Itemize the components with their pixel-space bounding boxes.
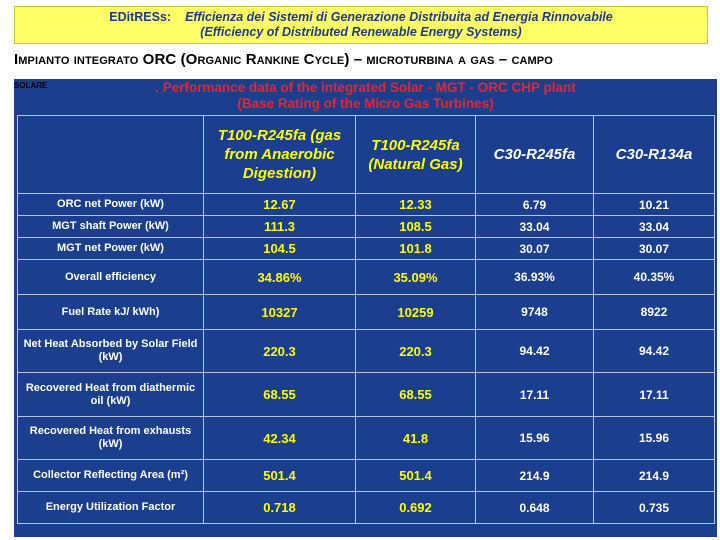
table-caption-line-1: . Performance data of the integrated Sol… — [14, 80, 717, 96]
header-corner — [17, 115, 204, 194]
row-label: MGT net Power (kW) — [17, 237, 204, 260]
banner-title-italian: Efficienza dei Sistemi di Generazione Di… — [185, 10, 613, 24]
cell-value: 30.07 — [475, 237, 594, 260]
cell-value: 101.8 — [355, 237, 476, 260]
cell-value: 94.42 — [593, 329, 715, 373]
cell-value: 30.07 — [593, 237, 715, 260]
table-row: Overall efficiency 34.86% 35.09% 36.93% … — [17, 259, 715, 295]
cell-value: 501.4 — [203, 459, 356, 492]
banner-title-english: (Efficiency of Distributed Renewable Ene… — [200, 25, 522, 39]
cell-value: 68.55 — [203, 372, 356, 417]
slide-title-line-2-wrap: solare — [14, 77, 47, 91]
table-row: Recovered Heat from diathermic oil (kW) … — [17, 372, 715, 417]
cell-value: 220.3 — [203, 329, 356, 373]
cell-value: 33.04 — [475, 215, 594, 238]
cell-value: 12.33 — [355, 193, 476, 216]
table-row: Net Heat Absorbed by Solar Field (kW) 22… — [17, 329, 715, 373]
cell-value: 15.96 — [475, 416, 594, 460]
slide-title: Impianto integrato ORC (Organic Rankine … — [14, 51, 714, 68]
caption-title: Performance data of the integrated Solar… — [162, 80, 576, 95]
table-caption: . Performance data of the integrated Sol… — [14, 79, 717, 116]
cell-value: 17.11 — [475, 372, 594, 417]
cell-value: 0.648 — [475, 491, 594, 524]
column-header: T100-R245fa (Natural Gas) — [355, 115, 476, 194]
cell-value: 214.9 — [475, 459, 594, 492]
table-row: Collector Reflecting Area (m²) 501.4 501… — [17, 459, 715, 492]
table-row: MGT net Power (kW) 104.5 101.8 30.07 30.… — [17, 237, 715, 260]
cell-value: 111.3 — [203, 215, 356, 238]
row-label: ORC net Power (kW) — [17, 193, 204, 216]
cell-value: 40.35% — [593, 259, 715, 295]
slide-title-line-2: solare — [14, 77, 48, 91]
cell-value: 0.718 — [203, 491, 356, 524]
column-header: T100-R245fa (gas from Anaerobic Digestio… — [203, 115, 356, 194]
cell-value: 104.5 — [203, 237, 356, 260]
cell-value: 9748 — [475, 294, 594, 330]
cell-value: 6.79 — [475, 193, 594, 216]
cell-value: 8922 — [593, 294, 715, 330]
table-row: Fuel Rate kJ/ kWh) 10327 10259 9748 8922 — [17, 294, 715, 330]
row-label: Energy Utilization Factor — [17, 491, 204, 524]
cell-value: 0.692 — [355, 491, 476, 524]
cell-value: 108.5 — [355, 215, 476, 238]
cell-value: 220.3 — [355, 329, 476, 373]
brand-name: EDitRESs: — [109, 10, 172, 24]
cell-value: 10.21 — [593, 193, 715, 216]
cell-value: 0.735 — [593, 491, 715, 524]
row-label: Recovered Heat from diathermic oil (kW) — [17, 372, 204, 417]
header-banner: EDitRESs: Efficienza dei Sistemi di Gener… — [14, 6, 708, 44]
cell-value: 214.9 — [593, 459, 715, 492]
cell-value: 33.04 — [593, 215, 715, 238]
table-row: Energy Utilization Factor 0.718 0.692 0.… — [17, 491, 715, 524]
row-label: Net Heat Absorbed by Solar Field (kW) — [17, 329, 204, 373]
cell-value: 42.34 — [203, 416, 356, 460]
table-row: Recovered Heat from exhausts (kW) 42.34 … — [17, 416, 715, 460]
row-label: MGT shaft Power (kW) — [17, 215, 204, 238]
row-label: Collector Reflecting Area (m²) — [17, 459, 204, 492]
table-row: MGT shaft Power (kW) 111.3 108.5 33.04 3… — [17, 215, 715, 238]
slide-title-line-1: Impianto integrato ORC (Organic Rankine … — [14, 51, 553, 68]
row-label: Overall efficiency — [17, 259, 204, 295]
cell-value: 94.42 — [475, 329, 594, 373]
cell-value: 34.86% — [203, 259, 356, 295]
banner-line-1: EDitRESs: Efficienza dei Sistemi di Gener… — [15, 10, 707, 25]
table-caption-line-2: (Base Rating of the Micro Gas Turbines) — [237, 96, 494, 111]
cell-value: 41.8 — [355, 416, 476, 460]
cell-value: 12.67 — [203, 193, 356, 216]
row-label: Fuel Rate kJ/ kWh) — [17, 294, 204, 330]
banner-line-2: (Efficiency of Distributed Renewable Ene… — [15, 25, 707, 40]
performance-table: T100-R245fa (gas from Anaerobic Digestio… — [17, 115, 715, 524]
cell-value: 17.11 — [593, 372, 715, 417]
cell-value: 36.93% — [475, 259, 594, 295]
cell-value: 35.09% — [355, 259, 476, 295]
performance-table-panel: . Performance data of the integrated Sol… — [14, 79, 717, 537]
cell-value: 68.55 — [355, 372, 476, 417]
table-row: ORC net Power (kW) 12.67 12.33 6.79 10.2… — [17, 193, 715, 216]
column-header: C30-R134a — [593, 115, 715, 194]
column-header: C30-R245fa — [475, 115, 594, 194]
cell-value: 10259 — [355, 294, 476, 330]
cell-value: 10327 — [203, 294, 356, 330]
table-header-row: T100-R245fa (gas from Anaerobic Digestio… — [17, 115, 715, 194]
cell-value: 501.4 — [355, 459, 476, 492]
caption-prefix: . — [155, 80, 163, 95]
cell-value: 15.96 — [593, 416, 715, 460]
row-label: Recovered Heat from exhausts (kW) — [17, 416, 204, 460]
